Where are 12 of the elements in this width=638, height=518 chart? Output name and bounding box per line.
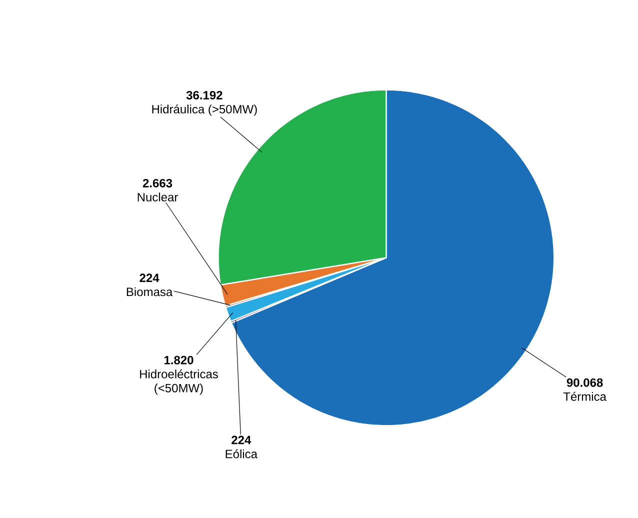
- slice-label: Eólica: [226, 449, 258, 458]
- slice-label: Hidroeléctricas (<50MW): [140, 369, 218, 395]
- slice-label: Térmica: [563, 392, 606, 401]
- data-label: 36.192: [186, 90, 222, 100]
- data-label: 224: [232, 436, 252, 444]
- slice-label: Biomasa: [126, 287, 173, 296]
- slice-label: Hidráulica (>50MW): [152, 104, 257, 116]
- slice-label: Nuclear: [138, 192, 178, 202]
- data-label: 2.663: [142, 178, 172, 188]
- data-label: 90.068: [566, 378, 603, 387]
- data-label: 1.820: [164, 356, 194, 364]
- data-label: 224: [140, 274, 160, 282]
